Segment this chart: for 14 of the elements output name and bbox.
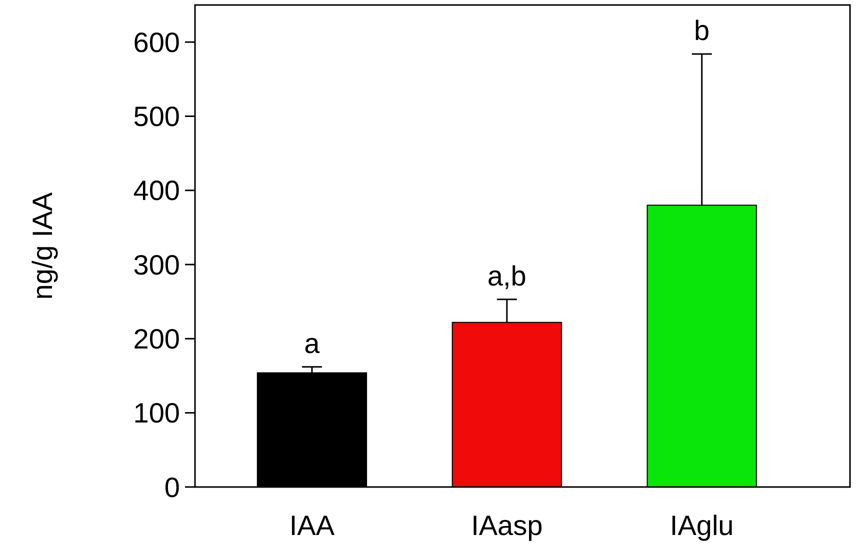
- y-tick-label: 500: [133, 101, 180, 132]
- y-axis-title: ng/g IAA: [27, 192, 58, 300]
- x-tick-label: IAglu: [670, 510, 734, 541]
- y-tick-label: 100: [133, 398, 180, 429]
- x-tick-label: IAasp: [471, 510, 543, 541]
- x-tick-label: IAA: [289, 510, 335, 541]
- y-tick-label: 400: [133, 175, 180, 206]
- annotation: a,b: [487, 260, 526, 292]
- y-tick-label: 0: [164, 472, 180, 503]
- annotation: b: [694, 14, 710, 46]
- y-tick-label: 200: [133, 323, 180, 354]
- y-tick-label: 600: [133, 26, 180, 58]
- annotation: a: [304, 328, 320, 359]
- y-tick-label: 300: [133, 249, 180, 280]
